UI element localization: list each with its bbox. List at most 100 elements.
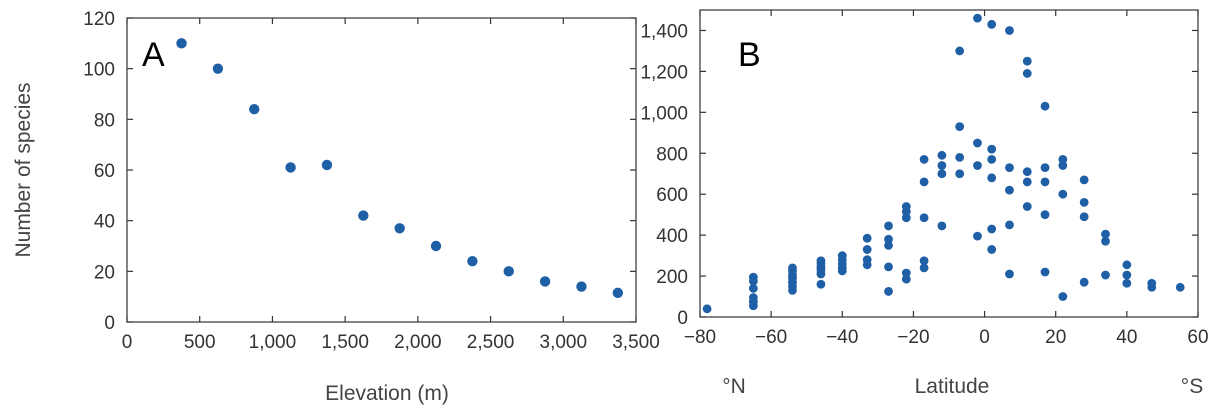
panel-b-x-tick-label: 0 [979, 327, 990, 348]
panel-b-data-point [788, 285, 797, 295]
panel-b-data-point [919, 177, 929, 187]
panel-b-data-point [987, 173, 997, 183]
panel-b-data-point [748, 301, 758, 311]
panel-b-data-point [901, 207, 911, 216]
panel-b-data-point [1101, 236, 1110, 246]
panel-b-data-point [1005, 185, 1014, 195]
panel-b-data-point [816, 269, 826, 279]
panel-b-data-point [1040, 267, 1050, 277]
panel-b-data-point [1022, 202, 1032, 211]
panel-b-data-point [955, 152, 965, 162]
panel-b-data-point [919, 213, 929, 223]
panel-b-data-point [884, 234, 893, 244]
panel-a-y-tick-label: 120 [83, 9, 115, 30]
panel-b-data-point [901, 213, 911, 223]
panel-b-data-point [1058, 189, 1068, 199]
panel-b-data-point [1101, 229, 1110, 239]
panel-b-data-point [862, 245, 872, 254]
panel-b-chart: Latitude °N °S B −80 −60 −40 −20 0 20 40 600200… [640, 9, 1209, 398]
panel-b-x-axis-title: Latitude [915, 375, 990, 398]
panel-b-data-point [1022, 167, 1032, 177]
panel-a-data-point [576, 281, 587, 292]
panel-a-data-point [285, 162, 296, 173]
panel-a-x-tick-label: 1,000 [249, 332, 297, 353]
panel-b-data-point [1005, 220, 1014, 230]
panel-a-label: A [142, 36, 165, 74]
panel-b-y-tick-label: 1,000 [640, 103, 688, 124]
panel-b-data-point [1079, 212, 1089, 222]
panel-b-data-point [987, 144, 997, 154]
panel-a-chart: Number of species Elevation (m) A 0 500 1,… [12, 9, 660, 405]
panel-b-data-point [937, 150, 947, 160]
panel-b-data-point [973, 13, 982, 23]
panel-b-x-tick-label: −80 [684, 327, 716, 348]
panel-b-data-point [987, 224, 997, 234]
panel-b-label: B [738, 36, 761, 74]
panel-b-y-tick-label: 200 [656, 267, 688, 288]
panel-b-x-tick-label: 20 [1045, 327, 1066, 348]
panel-b-data-point [1122, 278, 1132, 288]
panel-a-y-tick-label: 80 [94, 110, 115, 131]
panel-b-x-tick-label: 60 [1187, 327, 1208, 348]
panel-b-y-tick-label: 800 [656, 144, 688, 165]
panel-b-data-point [1175, 282, 1185, 292]
panel-b-data-point [1040, 177, 1050, 187]
panel-b-data-point [1040, 101, 1050, 111]
panel-b-data-point [1040, 210, 1050, 220]
panel-a-x-tick-label: 3,500 [612, 332, 660, 353]
panel-b-data-point [862, 233, 872, 243]
panel-b-data-point [973, 161, 982, 170]
panel-a-y-tick-label: 0 [104, 313, 115, 334]
panel-b-x-tick-label: −40 [826, 327, 858, 348]
panel-b-y-tick-label: 1,400 [640, 21, 688, 42]
panel-a-data-point [321, 159, 333, 171]
panel-b-data-point [973, 231, 982, 241]
panel-a-plot-frame [126, 17, 637, 323]
panel-b-data-point [837, 266, 847, 276]
panel-a-data-point [503, 266, 514, 277]
panel-b-data-point [884, 262, 893, 272]
panel-a-data-point [539, 276, 551, 287]
panel-b-data-point [1079, 197, 1089, 207]
panel-a-x-axis-title: Elevation (m) [325, 382, 449, 405]
panel-b-data-point [1022, 69, 1032, 78]
panel-b-data-point [901, 268, 911, 278]
panel-b-data-point [937, 161, 947, 170]
panel-a-data-point [394, 223, 405, 234]
panel-a-y-tick-label: 100 [83, 60, 115, 81]
panel-b-data-point [884, 240, 893, 250]
panel-b-y-tick-label: 0 [677, 308, 688, 329]
panel-b-data-point [1005, 26, 1014, 35]
panel-b-data-point [1079, 277, 1089, 287]
panel-b-south-label: °S [1181, 375, 1203, 398]
panel-a-data-point [467, 256, 478, 267]
panel-b-data-point [1022, 56, 1032, 66]
panel-b-data-point [884, 287, 893, 296]
panel-b-data-point [919, 155, 929, 164]
panel-b-data-point [748, 276, 758, 286]
panel-b-data-point [901, 274, 911, 284]
panel-b-data-point [1147, 282, 1157, 292]
panel-b-data-point [1101, 270, 1110, 280]
panel-b-data-point [1058, 161, 1068, 170]
panel-b-data-point [862, 260, 872, 270]
panel-b-data-point [1122, 260, 1132, 270]
panel-b-data-point [1122, 270, 1132, 280]
panel-b-data-point [937, 169, 947, 179]
panel-a-data-point [612, 287, 624, 299]
panel-b-data-point [702, 304, 712, 314]
panel-a-x-tick-label: 0 [122, 332, 133, 353]
panel-b-data-point [973, 138, 982, 148]
panel-a-x-tick-label: 500 [184, 332, 216, 353]
panel-a-x-tick-label: 1,500 [321, 332, 369, 353]
panel-b-data-point [1022, 177, 1032, 187]
panel-b-data-point [987, 245, 997, 254]
panel-b-y-tick-label: 1,200 [640, 62, 688, 83]
panel-b-data-point [955, 46, 965, 56]
panel-b-data-point [955, 122, 965, 132]
panel-a-x-tick-label: 2,500 [467, 332, 515, 353]
panel-a-y-tick-label: 60 [94, 161, 115, 182]
panel-a-data-point [249, 104, 260, 115]
panel-a-x-tick-label: 2,000 [394, 332, 442, 353]
